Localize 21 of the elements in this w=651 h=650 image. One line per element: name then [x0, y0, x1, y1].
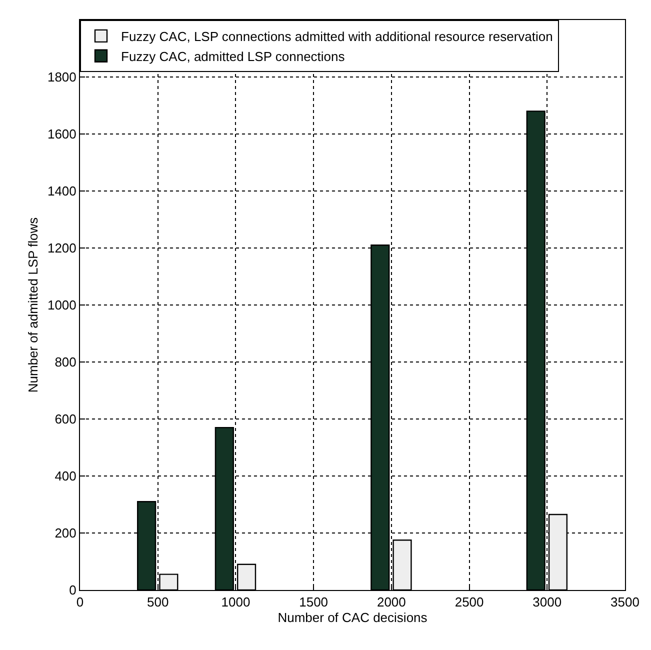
y-tick-label: 200	[54, 526, 76, 541]
y-tick-label: 1400	[47, 184, 76, 199]
legend-label: Fuzzy CAC, LSP connections admitted with additional resource reservation	[121, 29, 553, 44]
x-tick-label: 1000	[221, 594, 250, 610]
y-axis-title: Number of admitted LSP flows	[25, 216, 40, 393]
y-tick-label: 800	[54, 354, 76, 370]
y-tick-label: 1200	[47, 240, 76, 256]
x-tick-label: 2500	[454, 594, 484, 610]
y-tick-label: 1000	[47, 298, 76, 313]
x-axis-title: Number of CAC decisions	[278, 610, 428, 626]
y-tick-label: 1800	[47, 70, 76, 85]
legend-label: Fuzzy CAC, admitted LSP connections	[121, 48, 346, 64]
x-tick-label: 1500	[299, 594, 328, 610]
y-tick-label: 600	[54, 412, 76, 427]
y-tick-label: 400	[54, 468, 76, 484]
x-tick-label: 500	[147, 594, 169, 610]
y-tick-label: 0	[69, 582, 76, 598]
y-tick-label: 1600	[47, 126, 76, 142]
x-tick-label: 3500	[610, 594, 640, 610]
x-tick-label: 3000	[532, 594, 562, 610]
x-tick-label: 2000	[376, 594, 406, 610]
